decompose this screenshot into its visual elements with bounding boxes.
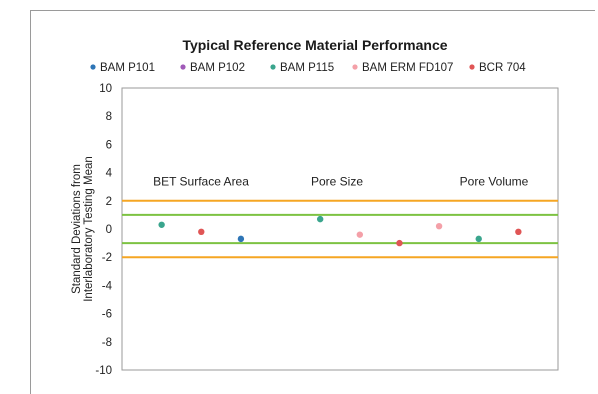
data-point — [316, 215, 324, 223]
legend-marker — [270, 64, 276, 70]
y-tick-label: -10 — [95, 365, 112, 377]
chart-title: Typical Reference Material Performance — [182, 37, 447, 53]
legend-item: BAM P115 — [270, 62, 334, 74]
y-axis-label: Standard Deviations from Interlaboratory … — [71, 156, 95, 302]
reference-lines — [122, 199, 558, 259]
y-tick-label: 6 — [106, 139, 112, 151]
y-tick-label: 8 — [106, 111, 112, 123]
legend-label: BAM ERM FD107 — [362, 62, 453, 74]
data-point — [198, 228, 205, 236]
legend-item: BAM P102 — [180, 62, 245, 74]
legend-marker — [90, 64, 96, 70]
legend-label: BAM P102 — [190, 62, 245, 74]
y-axis-label-line: Standard Deviations from — [71, 164, 83, 294]
data-point — [435, 222, 443, 230]
y-axis-ticks: 10 8 6 4 2 0 -2 -4 -6 -8 -10 — [95, 83, 112, 377]
data-points — [158, 215, 522, 247]
group-label: BET Surface Area — [153, 174, 249, 188]
legend-label: BAM P101 — [100, 62, 155, 74]
group-label: Pore Size — [311, 174, 363, 188]
legend: BAM P101 BAM P102 BAM P115 BAM ERM FD107 BCR… — [90, 62, 526, 74]
group-label: Pore Volume — [460, 174, 529, 188]
chart-frame — [30, 10, 595, 394]
data-point — [158, 221, 165, 228]
data-point — [475, 235, 482, 243]
y-tick-label: -8 — [102, 337, 112, 349]
y-tick-label: -2 — [102, 252, 112, 264]
y-tick-label: -4 — [102, 280, 113, 292]
legend-marker — [469, 64, 475, 70]
y-tick-label: 10 — [99, 83, 112, 95]
y-axis-label-line: Interlaboratory Testing Mean — [83, 156, 95, 302]
y-tick-label: 2 — [106, 196, 112, 208]
y-tick-label: 4 — [106, 168, 113, 180]
y-tick-label: 0 — [106, 224, 112, 236]
group-labels: BET Surface Area Pore Size Pore Volume — [153, 174, 529, 188]
legend-item: BAM ERM FD107 — [352, 62, 453, 74]
legend-marker — [180, 64, 186, 70]
data-point — [356, 231, 364, 238]
data-point — [237, 235, 245, 243]
legend-label: BAM P115 — [280, 62, 334, 74]
data-point — [396, 239, 403, 247]
y-tick-label: -6 — [102, 309, 112, 321]
legend-label: BCR 704 — [479, 62, 526, 74]
legend-item: BCR 704 — [469, 62, 526, 74]
data-point — [515, 228, 522, 236]
plot-area — [121, 87, 559, 371]
legend-marker — [352, 64, 358, 70]
legend-item: BAM P101 — [90, 62, 155, 74]
